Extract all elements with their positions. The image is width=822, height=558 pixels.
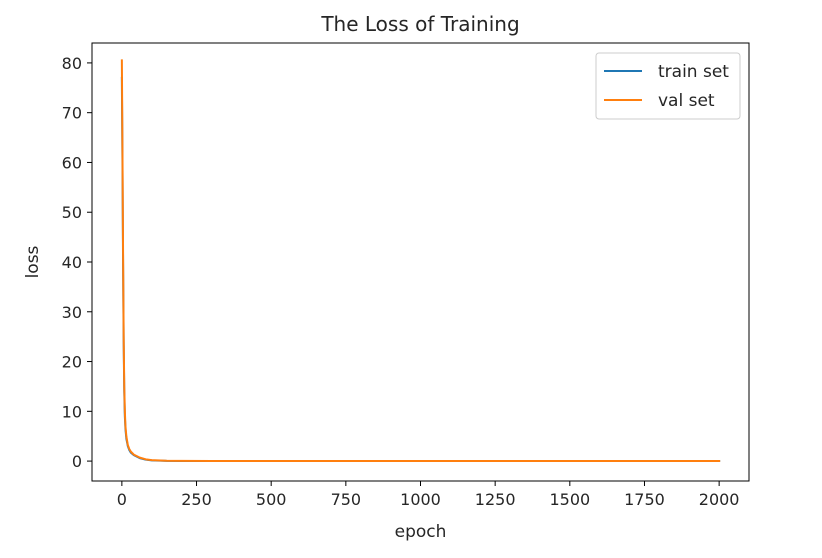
y-tick-label: 30 bbox=[62, 303, 82, 322]
y-tick-label: 60 bbox=[62, 153, 82, 172]
legend-label-train-set: train set bbox=[658, 62, 729, 82]
x-tick-label: 1250 bbox=[475, 490, 516, 509]
legend-box bbox=[595, 52, 741, 120]
y-tick-label: 10 bbox=[62, 402, 82, 421]
x-tick-label: 250 bbox=[181, 490, 212, 509]
x-axis: 0 250 500 750 1000 1250 1500 1750 2000 bbox=[117, 481, 740, 509]
chart-title: The Loss of Training bbox=[320, 12, 519, 36]
x-tick-label: 1000 bbox=[400, 490, 441, 509]
y-tick-label: 70 bbox=[62, 104, 82, 123]
x-tick-label: 1500 bbox=[549, 490, 590, 509]
x-tick-label: 1750 bbox=[624, 490, 665, 509]
x-tick-label: 500 bbox=[256, 490, 287, 509]
legend-label-val-set: val set bbox=[658, 91, 715, 111]
y-axis-label: loss bbox=[23, 245, 43, 278]
y-tick-label: 0 bbox=[72, 452, 82, 471]
y-tick-label: 50 bbox=[62, 203, 82, 222]
x-tick-label: 2000 bbox=[699, 490, 740, 509]
x-tick-label: 750 bbox=[331, 490, 362, 509]
y-tick-label: 80 bbox=[62, 54, 82, 73]
x-axis-label: epoch bbox=[395, 522, 447, 542]
y-tick-label: 40 bbox=[62, 253, 82, 272]
legend: train set val set bbox=[595, 52, 741, 120]
series-line-train-set bbox=[120, 76, 721, 463]
x-tick-label: 0 bbox=[117, 490, 127, 509]
plot-lines bbox=[120, 59, 721, 463]
y-axis: 0 10 20 30 40 50 60 70 80 bbox=[62, 54, 92, 471]
legend-items: train set val set bbox=[604, 62, 729, 111]
y-tick-label: 20 bbox=[62, 353, 82, 372]
series-line-val-set bbox=[120, 59, 721, 462]
